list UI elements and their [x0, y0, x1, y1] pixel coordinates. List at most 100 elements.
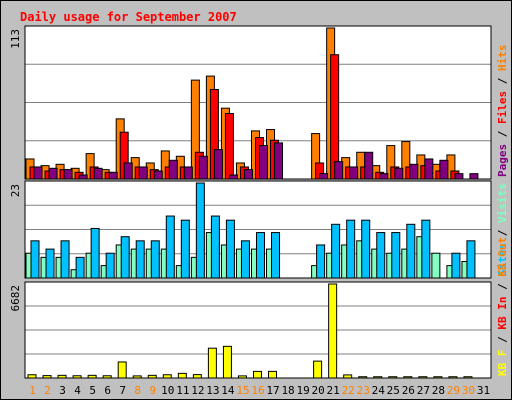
x-tick-label-day-14: 14	[221, 384, 235, 397]
legend-visits-sites-part-2: Visits	[496, 183, 509, 223]
panel-kbytes-border	[24, 281, 492, 379]
bar-sites-day-25	[391, 232, 401, 279]
y-max-label-kbytes: 6682	[9, 285, 22, 312]
bar-kb-f-day-11	[177, 372, 187, 379]
bar-kb-f-day-16	[252, 370, 262, 379]
bar-sites-day-14	[225, 219, 235, 279]
y-max-label-visits-sites: 23	[9, 184, 22, 197]
x-tick-label-day-29: 29	[447, 384, 460, 397]
legend-visits-sites-part-0: Sites	[496, 243, 509, 276]
x-tick-label-day-11: 11	[176, 384, 189, 397]
legend-kbytes-part-0: KB F	[496, 350, 509, 377]
x-tick-label-day-25: 25	[387, 384, 400, 397]
x-tick-label-day-21: 21	[327, 384, 340, 397]
bar-sites-day-11	[180, 219, 190, 279]
bar-pages-day-13	[213, 149, 223, 180]
bar-sites-day-2	[45, 248, 55, 279]
bar-kb-f-day-12	[192, 374, 202, 379]
x-tick-label-day-24: 24	[372, 384, 386, 397]
bar-sites-day-7	[120, 236, 130, 279]
bar-sites-day-1	[30, 240, 40, 279]
bar-pages-day-1	[33, 166, 43, 180]
x-tick-label-day-28: 28	[432, 384, 445, 397]
x-tick-label-day-2: 2	[44, 384, 51, 397]
bar-sites-day-20	[316, 244, 326, 279]
legend-visits-sites: Sites / Visits	[496, 183, 509, 276]
bar-pages-day-29	[454, 173, 464, 180]
bar-pages-day-8	[138, 166, 148, 180]
x-tick-label-day-16: 16	[251, 384, 264, 397]
legend-hits-files-pages-part-0: Pages	[496, 144, 509, 177]
legend-kbytes-part-4: KB Out	[496, 237, 509, 277]
x-tick-label-day-1: 1	[29, 384, 36, 397]
legend-kbytes: KB F / KB In / KB Out	[496, 237, 509, 376]
legend-hits-files-pages-part-4: Hits	[496, 45, 509, 72]
x-tick-label-day-4: 4	[74, 384, 81, 397]
bar-pages-day-16	[258, 145, 268, 180]
bar-pages-day-17	[274, 142, 284, 180]
bar-sites-day-26	[406, 223, 416, 279]
bar-sites-day-27	[421, 219, 431, 279]
x-tick-label-day-8: 8	[134, 384, 141, 397]
chart-title: Daily usage for September 2007	[20, 10, 237, 24]
bar-pages-day-24	[379, 173, 389, 180]
x-tick-label-day-7: 7	[119, 384, 126, 397]
x-tick-label-day-3: 3	[59, 384, 66, 397]
bar-pages-day-30	[469, 173, 479, 180]
x-tick-label-day-9: 9	[149, 384, 156, 397]
x-tick-label-day-26: 26	[402, 384, 415, 397]
bar-sites-day-5	[90, 227, 100, 279]
bar-sites-day-8	[135, 240, 145, 279]
bar-files-day-14	[224, 113, 234, 180]
bar-pages-day-15	[243, 169, 253, 180]
bar-visits-day-28	[431, 252, 441, 279]
bar-sites-day-22	[346, 219, 356, 279]
y-max-label-hits-files-pages: 113	[9, 29, 22, 49]
bar-sites-day-4	[75, 256, 85, 279]
bar-pages-day-23	[364, 151, 374, 180]
x-tick-label-day-22: 22	[342, 384, 355, 397]
bar-kb-f-day-17	[268, 370, 278, 379]
bar-pages-day-28	[439, 159, 449, 180]
x-tick-label-day-10: 10	[161, 384, 174, 397]
bar-sites-day-10	[165, 215, 175, 279]
bar-pages-day-27	[424, 158, 434, 180]
bar-pages-day-26	[409, 163, 419, 180]
bar-pages-day-14	[228, 174, 238, 180]
bar-sites-day-12	[195, 182, 205, 279]
bar-pages-day-22	[349, 166, 359, 180]
bar-pages-day-5	[93, 167, 103, 180]
x-tick-label-day-13: 13	[206, 384, 219, 397]
legend-hits-files-pages-part-3: /	[496, 71, 509, 91]
legend-hits-files-pages: Pages / Files / Hits	[496, 45, 509, 178]
x-tick-label-day-30: 30	[462, 384, 475, 397]
bar-sites-day-30	[466, 240, 476, 279]
bar-sites-day-24	[376, 232, 386, 279]
legend-hits-files-pages-part-2: Files	[496, 91, 509, 124]
bar-sites-day-9	[150, 240, 160, 279]
x-tick-label-day-15: 15	[236, 384, 249, 397]
bar-pages-day-2	[48, 167, 58, 180]
x-tick-label-day-27: 27	[417, 384, 430, 397]
bar-pages-day-4	[78, 174, 88, 180]
x-tick-label-day-31: 31	[477, 384, 490, 397]
bar-pages-day-21	[334, 161, 344, 180]
bar-kb-f-day-21	[328, 283, 338, 379]
bar-pages-day-12	[198, 155, 208, 180]
bar-kb-f-day-7	[117, 361, 127, 379]
x-tick-label-day-23: 23	[357, 384, 370, 397]
bar-pages-day-3	[63, 169, 73, 180]
bar-sites-day-16	[255, 232, 265, 279]
bar-sites-day-6	[105, 252, 115, 279]
x-tick-label-day-6: 6	[104, 384, 111, 397]
legend-kbytes-part-1: /	[496, 330, 509, 350]
bar-pages-day-9	[153, 170, 163, 180]
bar-pages-day-7	[123, 162, 133, 180]
legend-kbytes-part-2: KB In	[496, 297, 509, 330]
bar-pages-day-11	[183, 166, 193, 180]
bar-sites-day-17	[271, 232, 281, 279]
bar-sites-day-23	[361, 219, 371, 279]
bar-sites-day-21	[331, 223, 341, 279]
